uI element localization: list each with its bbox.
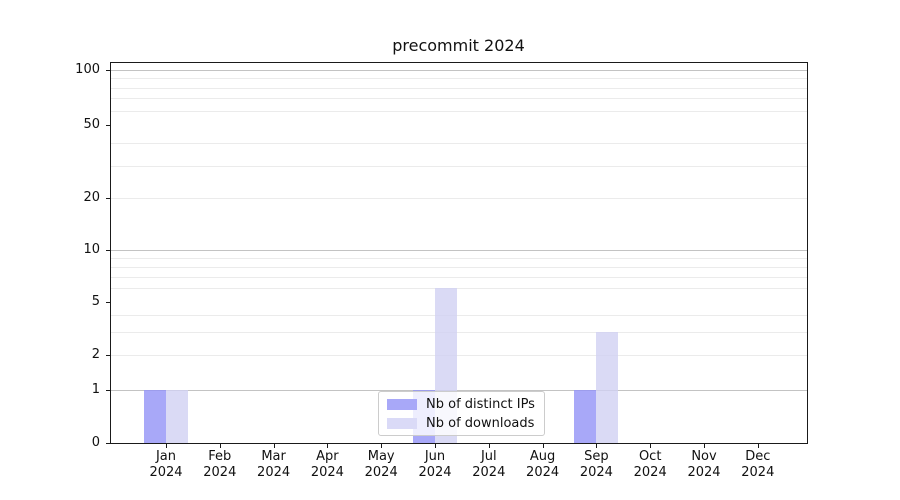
gridline-major bbox=[110, 70, 807, 71]
x-axis-tick-label: Jan 2024 bbox=[149, 449, 183, 480]
x-axis-tick bbox=[596, 444, 598, 448]
y-axis-tick bbox=[106, 443, 110, 444]
x-axis-tick-label: Apr 2024 bbox=[310, 449, 344, 480]
gridline-minor bbox=[110, 110, 807, 112]
gridline-minor bbox=[110, 266, 807, 268]
axis-spine-bottom bbox=[110, 443, 808, 444]
x-axis-tick bbox=[757, 444, 759, 448]
legend-swatch-downloads bbox=[387, 417, 417, 429]
y-axis-tick-label: 20 bbox=[83, 190, 100, 205]
gridline-minor bbox=[110, 98, 807, 100]
y-axis-tick bbox=[106, 125, 110, 126]
x-axis-tick-label: Nov 2024 bbox=[687, 449, 721, 480]
gridline-minor bbox=[110, 288, 807, 290]
axis-spine-top bbox=[110, 62, 808, 63]
gridline-minor bbox=[110, 87, 807, 89]
x-axis-tick-label: Feb 2024 bbox=[203, 449, 237, 480]
y-axis-tick bbox=[106, 70, 110, 71]
y-axis-tick-label: 50 bbox=[83, 117, 100, 132]
y-axis-tick bbox=[106, 198, 110, 199]
x-axis-tick bbox=[435, 444, 436, 448]
x-axis-tick bbox=[704, 444, 705, 448]
gridline-minor bbox=[110, 314, 807, 316]
y-axis-tick-label: 1 bbox=[91, 382, 100, 397]
legend-label: Nb of distinct IPs bbox=[426, 396, 535, 412]
legend: Nb of distinct IPs Nb of downloads bbox=[378, 391, 545, 436]
gridline-major bbox=[110, 250, 807, 251]
x-axis-tick-label: Oct 2024 bbox=[633, 449, 667, 480]
x-axis-tick bbox=[327, 444, 329, 448]
x-axis-tick-label: May 2024 bbox=[364, 449, 398, 480]
y-axis-tick bbox=[106, 250, 110, 251]
y-axis-tick-label: 0 bbox=[91, 435, 100, 450]
x-axis-tick-label: Jun 2024 bbox=[418, 449, 452, 480]
chart-title: precommit 2024 bbox=[392, 36, 525, 55]
gridline-minor bbox=[110, 355, 807, 356]
plot-area bbox=[110, 62, 807, 443]
bar-downloads bbox=[166, 390, 188, 443]
x-axis-tick-label: Aug 2024 bbox=[526, 449, 560, 480]
x-axis-tick-label: Mar 2024 bbox=[257, 449, 291, 480]
gridline-minor bbox=[110, 257, 807, 259]
x-axis-tick bbox=[166, 444, 167, 448]
y-axis-tick bbox=[106, 390, 110, 391]
legend-item: Nb of downloads bbox=[387, 415, 536, 431]
gridline-minor bbox=[110, 276, 807, 278]
y-axis-tick-label: 5 bbox=[91, 294, 100, 309]
legend-label: Nb of downloads bbox=[426, 415, 535, 431]
x-axis-tick bbox=[542, 444, 544, 448]
x-axis-tick bbox=[488, 444, 490, 448]
gridline-minor bbox=[110, 165, 807, 167]
x-axis-tick bbox=[381, 444, 383, 448]
x-axis-tick-label: Jul 2024 bbox=[472, 449, 506, 480]
axis-spine-left bbox=[110, 62, 111, 444]
x-axis-tick bbox=[650, 444, 652, 448]
y-axis-tick-label: 2 bbox=[91, 347, 100, 362]
axis-spine-right bbox=[807, 62, 808, 444]
x-axis-tick bbox=[273, 444, 275, 448]
y-axis-tick-label: 10 bbox=[83, 242, 100, 257]
gridline-minor bbox=[110, 78, 807, 80]
legend-item: Nb of distinct IPs bbox=[387, 396, 536, 412]
x-axis-tick-label: Dec 2024 bbox=[741, 449, 775, 480]
y-axis-tick-label: 100 bbox=[75, 62, 100, 77]
gridline-minor bbox=[110, 198, 807, 199]
y-axis-tick bbox=[106, 302, 110, 303]
bar-downloads bbox=[596, 331, 619, 443]
gridline-major bbox=[110, 390, 807, 391]
x-axis-tick bbox=[219, 444, 221, 448]
y-axis-tick bbox=[106, 355, 110, 356]
gridline-minor bbox=[110, 142, 807, 144]
gridline-minor bbox=[110, 331, 807, 333]
bar-distinct-ips bbox=[574, 390, 597, 443]
x-axis-tick-label: Sep 2024 bbox=[579, 449, 613, 480]
bar-distinct-ips bbox=[144, 390, 166, 443]
legend-swatch-distinct-ips bbox=[387, 398, 417, 410]
